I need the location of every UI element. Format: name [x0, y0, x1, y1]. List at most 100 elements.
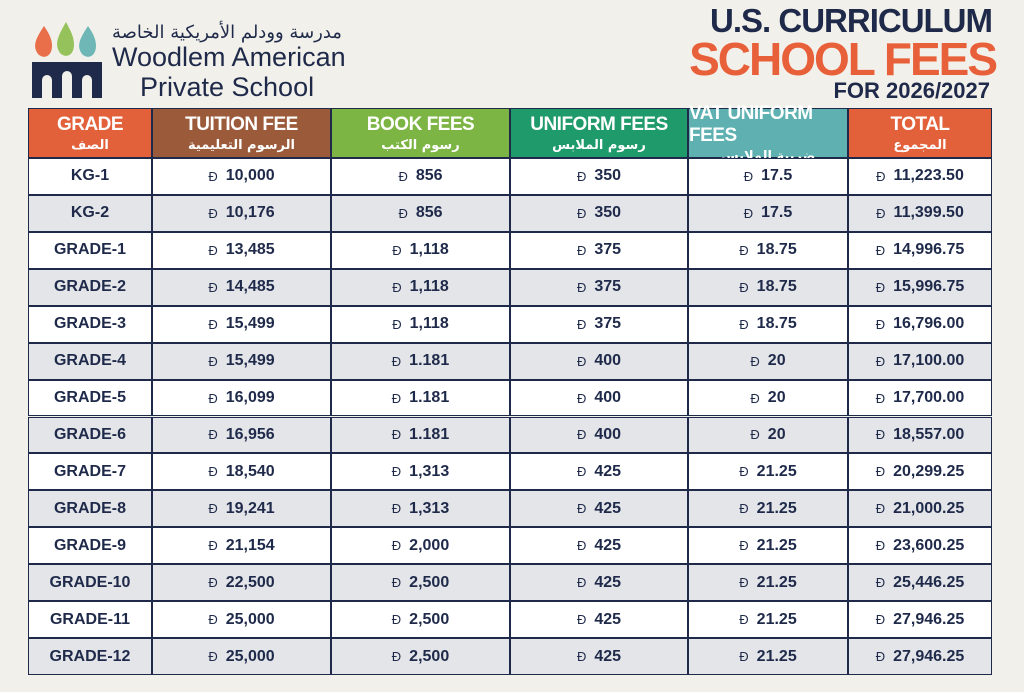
grade: GRADE-1 — [53, 241, 126, 259]
fee-cell: Đ 20,299.25 — [848, 453, 992, 491]
grade: GRADE-12 — [49, 647, 131, 665]
fee-cell: Đ 400 — [510, 379, 688, 417]
amount: 375 — [594, 278, 622, 296]
currency-symbol: Đ — [208, 390, 218, 406]
fee-cell: Đ 20 — [688, 379, 848, 417]
grade: GRADE-4 — [53, 352, 126, 370]
fee-cell: Đ 18.75 — [688, 231, 848, 269]
amount: 14,485 — [225, 278, 275, 296]
grade: GRADE-8 — [53, 499, 126, 517]
currency-symbol: Đ — [392, 316, 402, 332]
fee-cell: Đ 1,118 — [331, 268, 510, 306]
grade-cell: GRADE-5 — [28, 379, 152, 417]
fee-cell: Đ 1.181 — [331, 342, 510, 380]
amount: 22,500 — [225, 573, 275, 591]
amount: 425 — [594, 610, 622, 628]
amount: 425 — [594, 536, 622, 554]
currency-symbol: Đ — [750, 353, 760, 369]
amount: 17,700.00 — [893, 389, 965, 407]
currency-symbol: Đ — [875, 612, 886, 628]
column-header: UNIFORM FEES رسوم الملابس — [510, 108, 688, 158]
amount: 25,000 — [225, 610, 275, 628]
currency-symbol: Đ — [208, 464, 218, 480]
fee-cell: Đ 425 — [510, 638, 688, 675]
currency-symbol: Đ — [391, 390, 402, 406]
fee-cell: Đ 856 — [331, 194, 510, 232]
currency-symbol: Đ — [398, 205, 408, 221]
grade-cell: GRADE-6 — [28, 416, 152, 454]
fee-cell: Đ 15,996.75 — [848, 268, 992, 306]
fee-cell: Đ 2,000 — [331, 527, 510, 565]
currency-symbol: Đ — [576, 205, 587, 221]
currency-symbol: Đ — [392, 279, 402, 295]
grade-cell: GRADE-1 — [28, 231, 152, 269]
amount: 2,500 — [409, 647, 450, 665]
amount: 856 — [415, 204, 443, 222]
column-header: VAT UNIFORM FEES ضريبة الملابس — [688, 103, 848, 164]
fee-cell: Đ 21.25 — [688, 453, 848, 491]
grade-cell: GRADE-12 — [28, 638, 152, 675]
fee-cell: Đ 21,000.25 — [848, 490, 992, 528]
grade: GRADE-11 — [49, 610, 131, 628]
grade-cell: KG-1 — [28, 158, 152, 195]
currency-symbol: Đ — [875, 316, 886, 332]
currency-symbol: Đ — [391, 353, 402, 369]
header-ar: المجموع — [893, 137, 947, 153]
amount: 400 — [594, 425, 622, 443]
fee-cell: Đ 1,118 — [331, 231, 510, 269]
grade-cell: GRADE-7 — [28, 453, 152, 491]
fee-cell: Đ 18,540 — [152, 453, 331, 491]
amount: 21.25 — [756, 536, 797, 554]
amount: 16,796.00 — [893, 315, 965, 333]
amount: 21,154 — [225, 536, 275, 554]
currency-symbol: Đ — [875, 501, 886, 517]
currency-symbol: Đ — [739, 501, 749, 517]
column-header: TOTAL المجموع — [848, 108, 992, 158]
fee-cell: Đ 11,223.50 — [848, 158, 992, 195]
currency-symbol: Đ — [875, 353, 886, 369]
grade-cell: GRADE-9 — [28, 527, 152, 565]
amount: 14,996.75 — [893, 241, 965, 259]
column-header: TUITION FEE الرسوم التعليمية — [152, 108, 331, 158]
header-en: BOOK FEES — [366, 113, 475, 135]
amount: 375 — [594, 241, 622, 259]
currency-symbol: Đ — [208, 538, 218, 554]
fee-cell: Đ 21.25 — [688, 638, 848, 675]
grade: GRADE-7 — [53, 462, 126, 480]
amount: 18,557.00 — [893, 425, 965, 443]
amount: 2,500 — [409, 610, 450, 628]
currency-symbol: Đ — [743, 205, 754, 221]
amount: 21.25 — [756, 610, 797, 628]
fee-cell: Đ 400 — [510, 416, 688, 454]
header-ar: رسوم الملابس — [552, 137, 646, 153]
amount: 856 — [415, 167, 443, 185]
fee-cell: Đ 425 — [510, 453, 688, 491]
currency-symbol: Đ — [398, 168, 408, 184]
column-header: BOOK FEES رسوم الكتب — [331, 108, 510, 158]
amount: 21.25 — [756, 462, 797, 480]
fee-cell: Đ 15,499 — [152, 342, 331, 380]
currency-symbol: Đ — [750, 390, 760, 406]
grade-cell: GRADE-3 — [28, 305, 152, 343]
currency-symbol: Đ — [208, 205, 218, 221]
currency-symbol: Đ — [875, 575, 886, 591]
amount: 1,118 — [409, 315, 449, 333]
currency-symbol: Đ — [576, 242, 587, 258]
grade-cell: GRADE-10 — [28, 564, 152, 602]
currency-symbol: Đ — [208, 279, 218, 295]
currency-symbol: Đ — [750, 427, 760, 443]
amount: 19,241 — [225, 499, 275, 517]
header-en: TOTAL — [890, 113, 950, 135]
grade: GRADE-9 — [53, 536, 126, 554]
fee-cell: Đ 375 — [510, 268, 688, 306]
grade-cell: GRADE-4 — [28, 342, 152, 380]
currency-symbol: Đ — [576, 353, 587, 369]
amount: 1.181 — [409, 352, 450, 370]
amount: 18,540 — [225, 462, 275, 480]
fee-cell: Đ 21.25 — [688, 601, 848, 639]
amount: 1.181 — [409, 389, 450, 407]
fee-cell: Đ 10,000 — [152, 158, 331, 195]
fee-cell: Đ 1.181 — [331, 379, 510, 417]
currency-symbol: Đ — [392, 242, 402, 258]
